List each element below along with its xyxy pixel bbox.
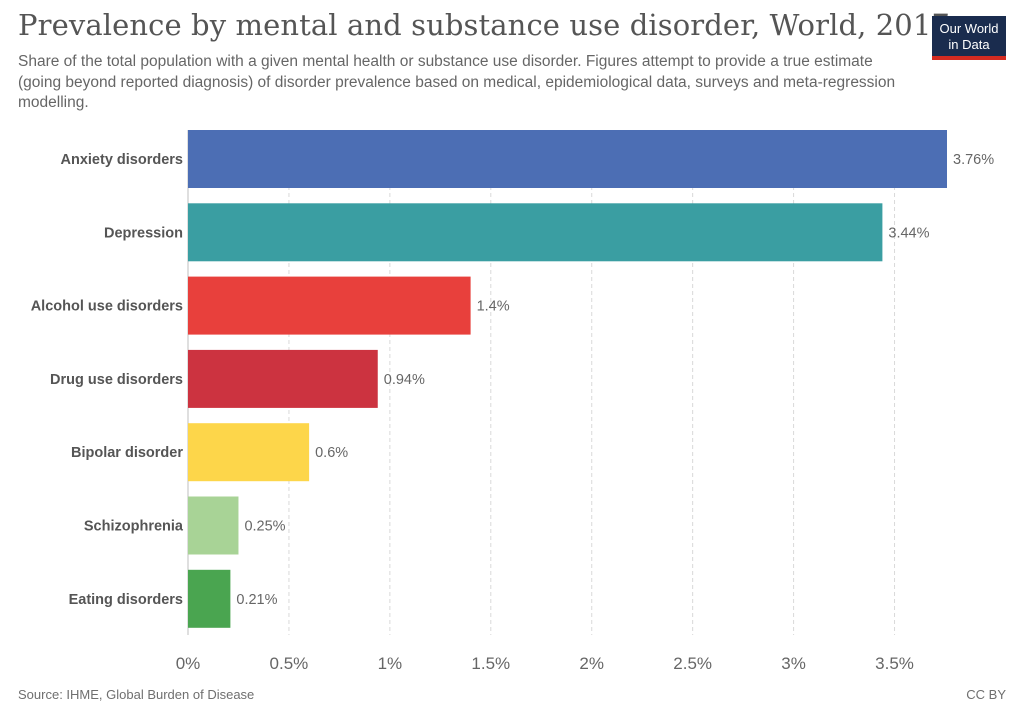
bar [188,569,231,628]
x-tick-label: 2% [579,654,604,673]
value-label: 0.25% [244,519,285,535]
category-label: Depression [104,225,183,241]
bar [188,349,378,408]
value-label: 0.6% [315,445,348,461]
owid-logo[interactable]: Our World in Data [932,16,1006,60]
source-note[interactable]: Source: IHME, Global Burden of Disease [18,687,255,702]
category-label: Bipolar disorder [71,445,183,461]
logo-line-1: Our World [939,21,999,36]
category-label: Schizophrenia [84,519,184,535]
bar [188,496,239,555]
x-tick-label: 3% [781,654,806,673]
x-tick-label: 2.5% [673,654,712,673]
bar [188,423,310,482]
chart-title: Prevalence by mental and substance use d… [18,8,950,42]
logo-line-2: in Data [948,37,990,52]
bar-layer [188,130,947,628]
chart-subtitle: Share of the total population with a giv… [18,53,896,111]
bar [188,276,471,335]
bar [188,203,883,262]
value-label: 3.44% [888,225,929,241]
value-label: 3.76% [953,152,994,168]
category-label: Anxiety disorders [61,152,184,168]
value-label: 1.4% [477,299,510,315]
x-tick-label: 0% [176,654,201,673]
x-tick-label: 1% [378,654,403,673]
value-label: 0.94% [384,372,425,388]
license-note[interactable]: CC BY [966,687,1006,702]
x-tick-label: 0.5% [270,654,309,673]
category-label: Drug use disorders [50,372,183,388]
bar [188,130,947,188]
category-label: Alcohol use disorders [31,299,183,315]
x-tick-label: 3.5% [875,654,914,673]
x-tick-label: 1.5% [471,654,510,673]
value-label: 0.21% [236,592,277,608]
label-layer: 0% 0.5% 1% 1.5% 2% 2.5% 3% 3.5% Anxiety disorder… [31,152,995,673]
category-label: Eating disorders [69,592,183,608]
